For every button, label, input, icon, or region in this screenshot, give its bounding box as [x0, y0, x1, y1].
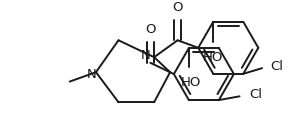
Text: Cl: Cl: [249, 88, 262, 101]
Text: O: O: [172, 1, 183, 14]
Text: HO: HO: [181, 76, 201, 89]
Text: O: O: [145, 23, 156, 36]
Text: N: N: [141, 49, 151, 62]
Text: HO: HO: [203, 51, 224, 64]
Text: Cl: Cl: [271, 60, 284, 73]
Text: N: N: [87, 68, 97, 81]
